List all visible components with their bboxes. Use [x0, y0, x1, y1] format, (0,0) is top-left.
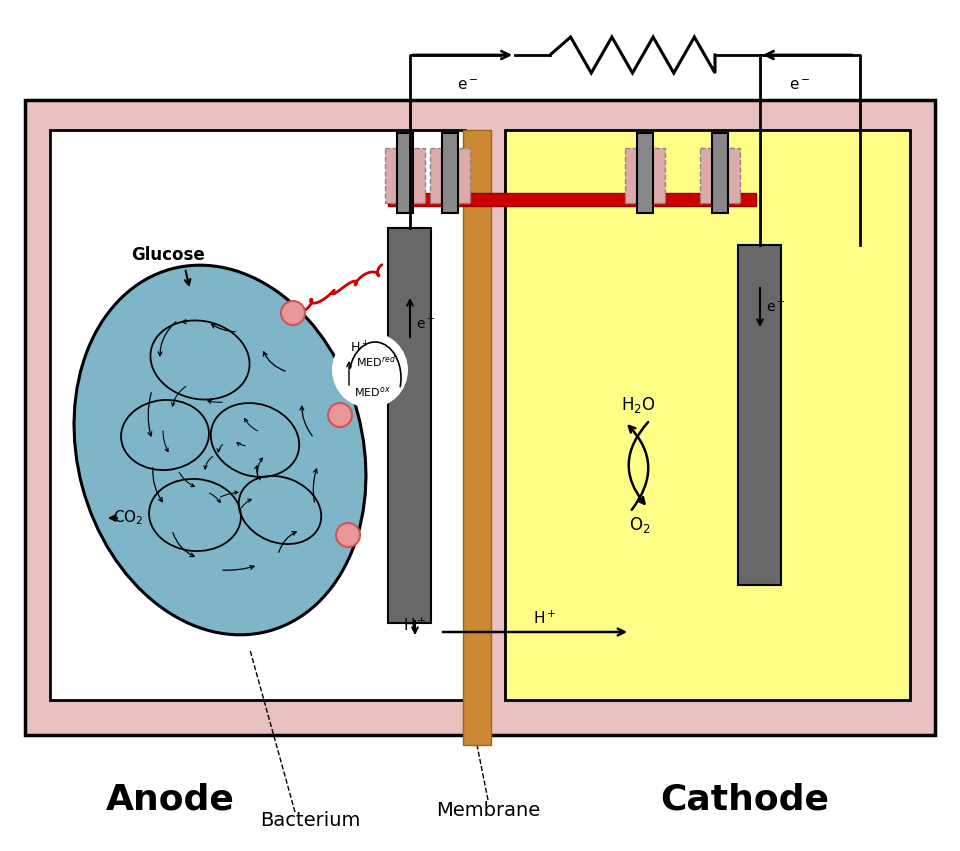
Bar: [430, 148, 470, 203]
Text: MED$^{red}$: MED$^{red}$: [356, 354, 396, 370]
Bar: [637, 133, 653, 213]
Bar: [388, 228, 431, 623]
Text: Cathode: Cathode: [660, 783, 829, 817]
Bar: [463, 130, 491, 745]
Text: e$^-$: e$^-$: [766, 301, 785, 315]
Circle shape: [332, 332, 408, 408]
Text: Anode: Anode: [106, 783, 234, 817]
Ellipse shape: [74, 266, 366, 635]
Bar: [700, 148, 740, 203]
Bar: [442, 133, 458, 213]
Circle shape: [281, 301, 305, 325]
Text: Bacterium: Bacterium: [260, 810, 360, 830]
Text: H$^+$: H$^+$: [350, 340, 370, 356]
Bar: [397, 133, 413, 213]
Bar: [712, 133, 728, 213]
Text: H$^+$: H$^+$: [403, 616, 427, 634]
Bar: [25, 100, 935, 735]
Text: e$^-$: e$^-$: [789, 78, 810, 93]
Text: CO$_2$: CO$_2$: [112, 509, 143, 528]
Bar: [625, 148, 665, 203]
Text: H$_2$O: H$_2$O: [621, 395, 656, 415]
Bar: [388, 193, 756, 206]
Text: Membrane: Membrane: [436, 801, 540, 820]
Text: Glucose: Glucose: [132, 246, 204, 264]
Bar: [50, 130, 465, 700]
Bar: [385, 148, 425, 203]
Circle shape: [336, 523, 360, 547]
Text: e$^-$: e$^-$: [457, 78, 479, 93]
Text: e$^-$: e$^-$: [416, 318, 436, 332]
Text: O$_2$: O$_2$: [629, 515, 651, 535]
Text: H$^+$: H$^+$: [533, 609, 557, 626]
Circle shape: [328, 403, 352, 427]
Text: MED$^{ox}$: MED$^{ox}$: [354, 385, 391, 399]
Bar: [738, 245, 781, 585]
Bar: [505, 130, 910, 700]
